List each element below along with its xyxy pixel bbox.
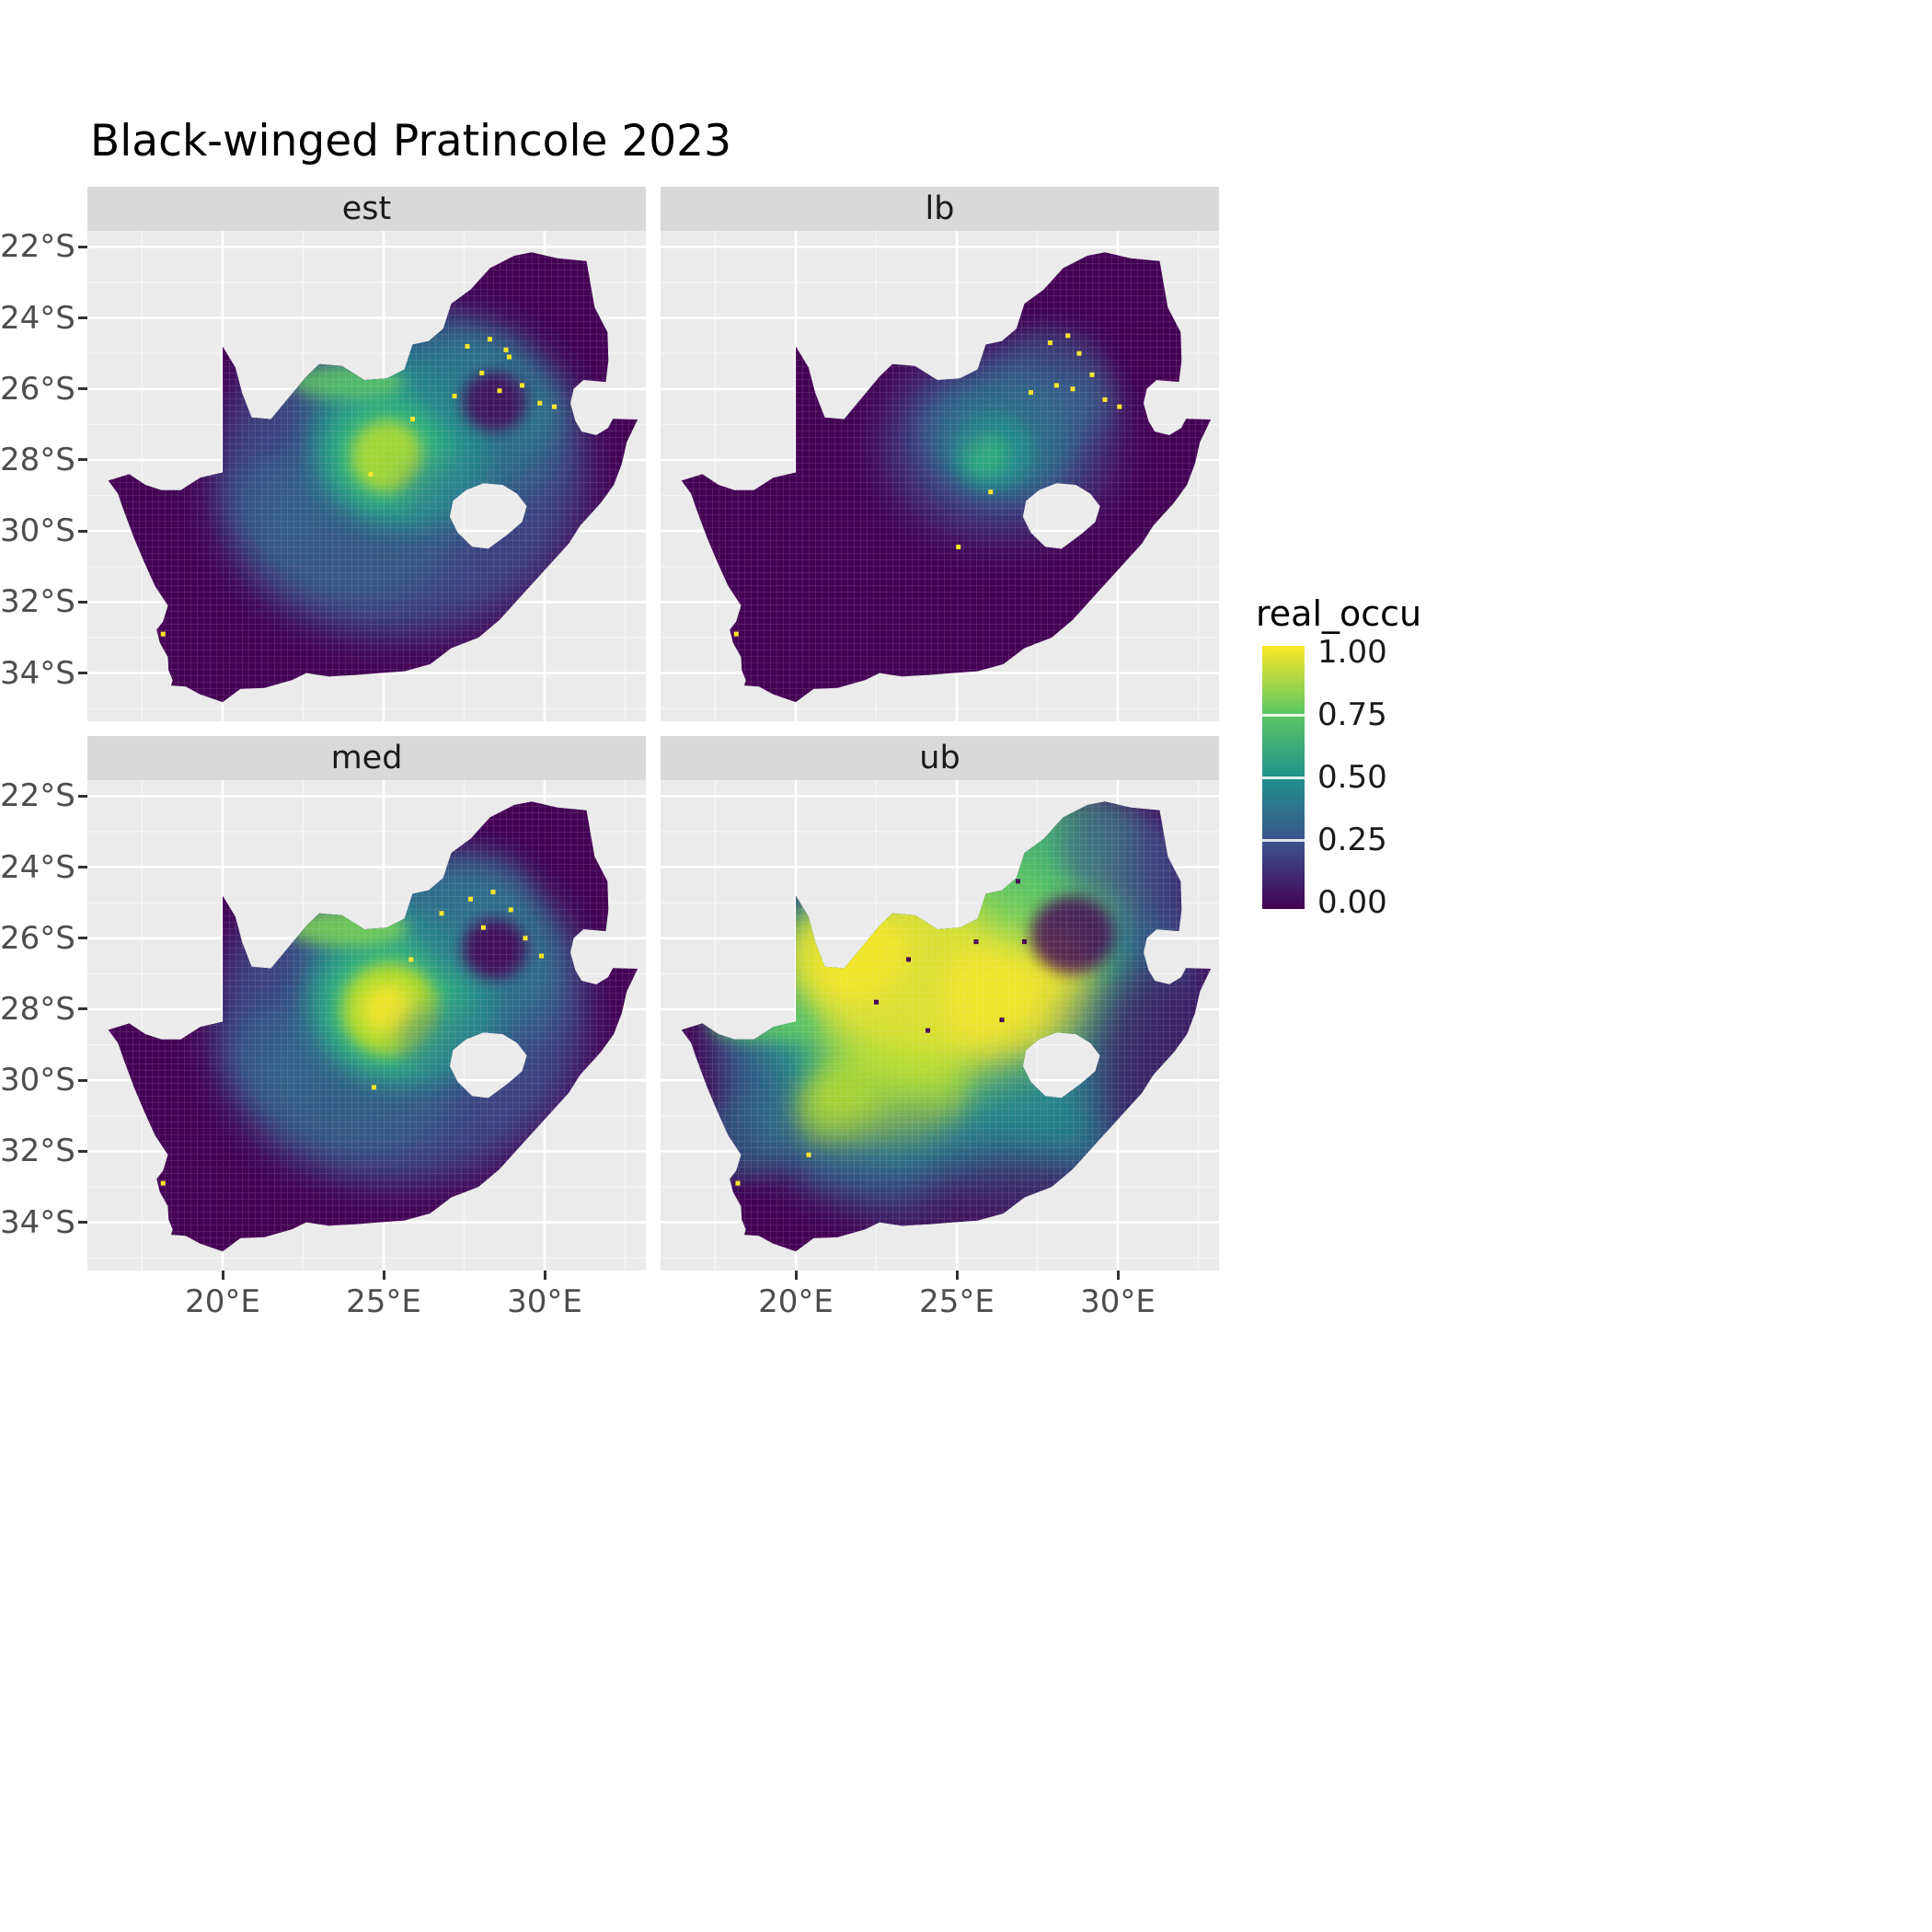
plot-title: Black-winged Pratincole 2023 (90, 116, 731, 167)
y-axis-tick (78, 1078, 87, 1082)
y-axis-tick (78, 937, 87, 940)
facet-strip-lb: lb (661, 187, 1219, 231)
facet-strip-label: med (330, 740, 403, 776)
y-axis-label: 26°S (0, 919, 75, 957)
map-panel-ub (661, 780, 1219, 1271)
map-panel-est (87, 231, 646, 721)
map-svg-med (87, 780, 646, 1271)
y-axis-tick (78, 245, 87, 248)
x-axis-tick (221, 1271, 224, 1280)
y-axis-tick (78, 794, 87, 798)
y-axis-tick (78, 458, 87, 462)
map-panel-med (87, 780, 646, 1271)
y-axis-label: 34°S (0, 1203, 75, 1241)
y-axis-label: 24°S (0, 848, 75, 886)
y-axis-label: 24°S (0, 299, 75, 337)
x-axis-tick (1116, 1271, 1120, 1280)
facet-strip-est: est (87, 187, 646, 231)
facet-strip-label: ub (919, 740, 960, 776)
legend-bar-tick (1262, 838, 1305, 842)
y-axis-label: 32°S (0, 1133, 75, 1170)
y-axis-label: 22°S (0, 228, 75, 266)
y-axis-label: 34°S (0, 654, 75, 692)
y-axis-label: 30°S (0, 1062, 75, 1099)
occupancy-layer (108, 801, 638, 1252)
facet-strip-label: est (341, 190, 392, 227)
facet-strip-ub: ub (661, 736, 1219, 780)
x-axis-label: 20°E (758, 1283, 834, 1320)
legend-tick-label: 0.50 (1317, 759, 1387, 796)
x-axis-tick (955, 1271, 959, 1280)
y-axis-tick (78, 529, 87, 533)
facet-strip-label: lb (925, 190, 955, 227)
legend-tick-label: 0.25 (1317, 822, 1387, 858)
map-panel-lb (661, 231, 1219, 721)
x-axis-label: 20°E (185, 1283, 260, 1320)
facet-strip-med: med (87, 736, 646, 780)
legend-tick-label: 0.75 (1317, 696, 1387, 733)
occupancy-layer (681, 801, 1212, 1252)
y-axis-label: 26°S (0, 370, 75, 408)
y-axis-tick (78, 672, 87, 675)
x-axis-tick (382, 1271, 385, 1280)
x-axis-label: 25°E (346, 1283, 421, 1320)
x-axis-label: 25°E (919, 1283, 995, 1320)
y-axis-label: 32°S (0, 583, 75, 621)
x-axis-label: 30°E (1080, 1283, 1156, 1320)
x-axis-tick (794, 1271, 798, 1280)
y-axis-tick (78, 1007, 87, 1011)
y-axis-tick (78, 866, 87, 869)
legend-tick-label: 1.00 (1317, 634, 1387, 671)
legend-bar-tick (1262, 776, 1305, 779)
x-axis-tick (543, 1271, 546, 1280)
occupancy-layer (108, 252, 638, 703)
occupancy-layer (681, 252, 1212, 703)
y-axis-label: 22°S (0, 777, 75, 815)
y-axis-label: 28°S (0, 441, 75, 478)
y-axis-label: 28°S (0, 990, 75, 1028)
y-axis-tick (78, 387, 87, 391)
legend-bar-tick (1262, 713, 1305, 717)
legend-tick-label: 0.00 (1317, 884, 1387, 921)
map-svg-ub (661, 780, 1219, 1271)
map-svg-lb (661, 231, 1219, 721)
y-axis-label: 30°S (0, 512, 75, 550)
y-axis-tick (78, 1221, 87, 1225)
y-axis-tick (78, 1149, 87, 1153)
legend-title: real_occu (1256, 593, 1422, 634)
y-axis-tick (78, 600, 87, 604)
map-svg-est (87, 231, 646, 721)
x-axis-label: 30°E (507, 1283, 582, 1320)
y-axis-tick (78, 316, 87, 320)
